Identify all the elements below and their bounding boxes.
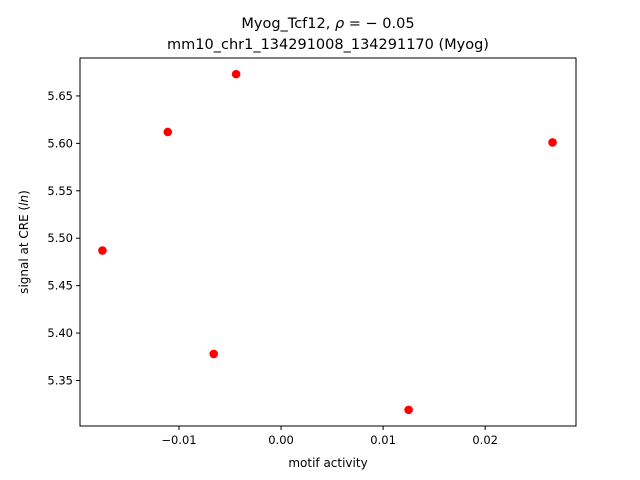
x-tick-label-0: −0.01 bbox=[161, 433, 196, 447]
title-prefix: Myog_Tcf12, bbox=[241, 16, 335, 32]
data-point-0 bbox=[98, 246, 107, 255]
x-tick-label-3: 0.02 bbox=[472, 433, 498, 447]
data-point-2 bbox=[209, 349, 218, 359]
y-tick-label-1: 5.40 bbox=[47, 326, 73, 340]
y-label-prefix: signal at CRE ( bbox=[17, 206, 31, 294]
title-suffix: = − 0.05 bbox=[344, 16, 414, 32]
y-tick-label-4: 5.55 bbox=[47, 184, 73, 198]
y-label-suffix: ) bbox=[17, 190, 31, 195]
data-point-3 bbox=[231, 69, 241, 79]
y-label-italic: ln bbox=[17, 195, 31, 206]
chart-title-line-1: Myog_Tcf12, ρ = − 0.05 bbox=[241, 16, 414, 32]
data-point-4 bbox=[404, 405, 413, 415]
y-tick-label-0: 5.35 bbox=[47, 373, 73, 387]
y-tick-label-5: 5.60 bbox=[47, 136, 73, 150]
x-tick-label-2: 0.01 bbox=[370, 433, 396, 447]
chart-title-line-2: mm10_chr1_134291008_134291170 (Myog) bbox=[167, 37, 489, 53]
plot-frame bbox=[79, 57, 577, 427]
y-axis-label: signal at CRE (ln) bbox=[17, 190, 31, 294]
y-tick-label-6: 5.65 bbox=[47, 89, 73, 103]
y-tick-label-3: 5.50 bbox=[47, 231, 73, 245]
plot-area: −0.01 0.00 0.01 0.02 5.35 5.40 5.45 5.50 5.55 5.6… bbox=[47, 57, 577, 447]
y-tick-label-2: 5.45 bbox=[47, 279, 73, 293]
x-tick-label-1: 0.00 bbox=[268, 433, 294, 447]
x-axis-label: motif activity bbox=[288, 456, 367, 470]
data-point-1 bbox=[163, 127, 173, 137]
title-rho: ρ bbox=[335, 16, 345, 32]
data-point-5 bbox=[548, 138, 557, 147]
